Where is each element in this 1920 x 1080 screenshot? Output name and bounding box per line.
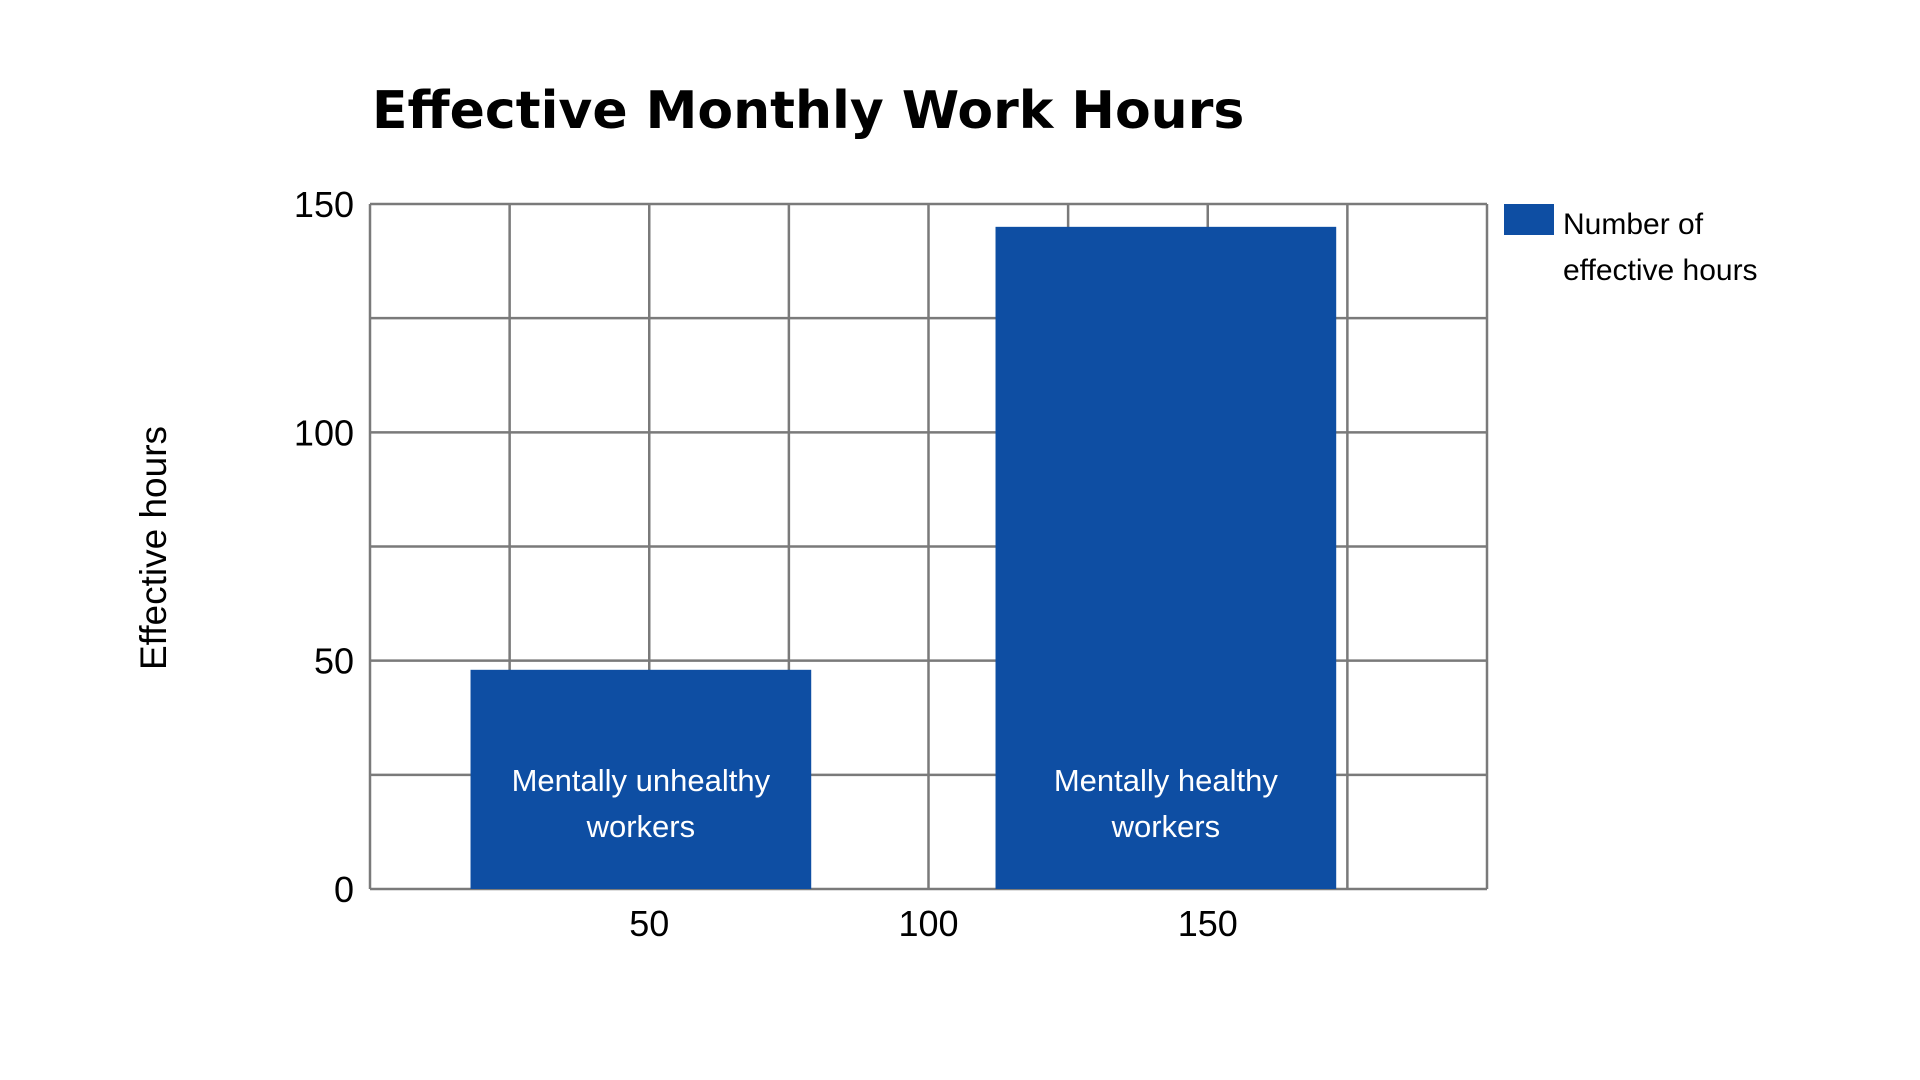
legend-label-line: Number of — [1563, 208, 1704, 241]
x-tick-label: 50 — [629, 903, 669, 944]
y-tick-label: 0 — [334, 869, 354, 910]
bar-1 — [470, 669, 812, 889]
x-tick-label: 100 — [898, 903, 958, 944]
y-axis-ticks: 0 50 100 150 — [294, 184, 354, 910]
bar-category-label-line: Mentally unhealthy — [512, 763, 771, 798]
y-axis-label: Effective hours — [133, 426, 174, 670]
bar-category-label-line: workers — [1111, 809, 1221, 844]
x-axis-ticks: 50 100 150 — [629, 903, 1238, 944]
chart-title: Effective Monthly Work Hours — [372, 81, 1244, 141]
legend-swatch — [1504, 204, 1554, 235]
bar-2 — [995, 226, 1337, 890]
y-tick-label: 100 — [294, 412, 354, 453]
bar-category-label-line: Mentally healthy — [1054, 763, 1279, 798]
bar-category-label: Mentally unhealthy workers — [512, 763, 771, 844]
bar-category-label-line: workers — [586, 809, 696, 844]
y-tick-label: 50 — [314, 641, 354, 682]
legend-label: Number of effective hours — [1563, 208, 1758, 287]
y-tick-label: 150 — [294, 184, 354, 225]
legend: Number of effective hours — [1504, 204, 1758, 287]
bar-category-label: Mentally healthy workers — [1054, 763, 1279, 844]
legend-label-line: effective hours — [1563, 254, 1758, 287]
x-tick-label: 150 — [1178, 903, 1238, 944]
